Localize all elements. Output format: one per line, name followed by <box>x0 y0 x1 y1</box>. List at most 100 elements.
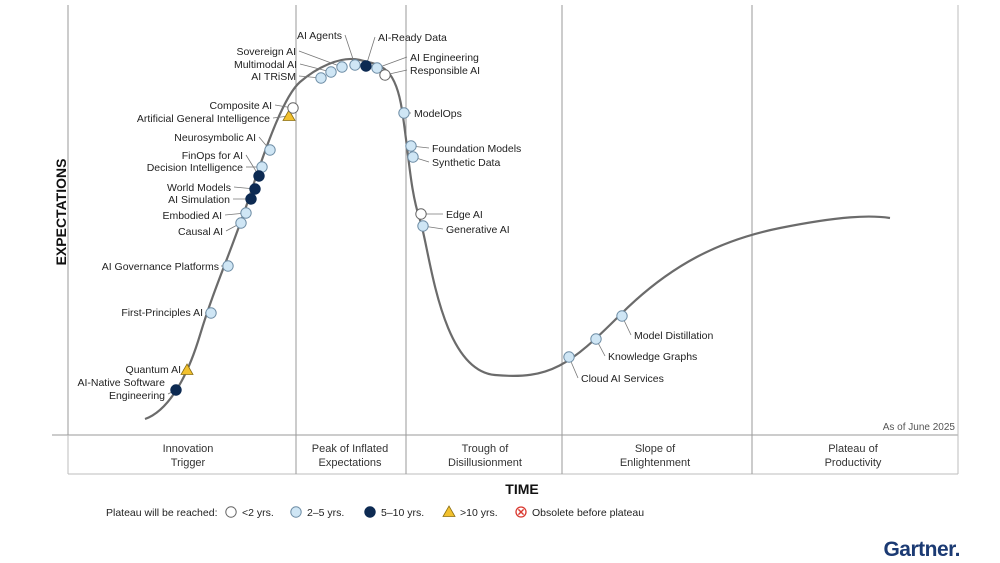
marker-ai-simulation <box>245 193 257 205</box>
phase-label-trough-of-line2: Disillusionment <box>448 457 522 469</box>
marker-composite-ai <box>287 102 299 114</box>
tech-ai-ready-data: AI-Ready Data <box>360 32 447 72</box>
legend-marker-obsolete-x <box>517 508 525 516</box>
legend-label-obsolete: Obsolete before plateau <box>532 507 644 519</box>
tech-label: AI TRiSM <box>251 71 296 83</box>
gartner-logo: Gartner. <box>883 538 960 561</box>
tech-embodied-ai: Embodied AI <box>162 207 252 222</box>
tech-label: Composite AI <box>210 100 272 112</box>
marker-foundation-models <box>405 140 417 152</box>
tech-label: AI Engineering <box>410 52 479 64</box>
tech-label: Quantum AI <box>126 364 181 376</box>
tech-composite-ai: Composite AI <box>210 100 299 114</box>
phase-label-slope-of-line2: Enlightenment <box>620 457 690 469</box>
tech-cloud-ai-services: Cloud AI Services <box>563 351 664 385</box>
tech-artificial-general-intelligence: Artificial General Intelligence <box>137 109 296 125</box>
phase-labels: Innovation Trigger Peak of Inflated Expecta… <box>163 443 882 469</box>
phase-label-slope-of: Slope of <box>635 443 676 455</box>
legend-marker-2to5 <box>290 506 302 518</box>
marker-generative-ai <box>417 220 429 232</box>
legend-marker-5to10 <box>364 506 376 518</box>
legend-label-5to10: 5–10 yrs. <box>381 507 424 519</box>
legend-label-lt2: <2 yrs. <box>242 507 274 519</box>
as-of-date: As of June 2025 <box>883 422 956 433</box>
phase-label-peak-of-inflated: Peak of Inflated <box>312 443 388 455</box>
tech-label: Model Distillation <box>634 330 714 342</box>
marker-neurosymbolic-ai <box>264 144 276 156</box>
marker-world-models <box>249 183 261 195</box>
tech-label: Knowledge Graphs <box>608 351 697 363</box>
tech-label: Sovereign AI <box>236 46 296 58</box>
tech-label: Generative AI <box>446 224 510 236</box>
tech-knowledge-graphs: Knowledge Graphs <box>590 333 697 363</box>
phase-label-trough-of: Trough of <box>462 443 510 455</box>
tech-label: Neurosymbolic AI <box>174 132 256 144</box>
tech-label: Embodied AI <box>162 210 222 222</box>
legend-label-gt10: >10 yrs. <box>460 507 498 519</box>
tech-ai-simulation: AI Simulation <box>168 193 257 206</box>
legend-label-2to5: 2–5 yrs. <box>307 507 344 519</box>
marker-cloud-ai-services <box>563 351 575 363</box>
tech-quantum-ai: Quantum AI <box>126 363 194 376</box>
tech-first-principles-ai: First-Principles AI <box>121 307 217 319</box>
tech-label: ModelOps <box>414 108 462 120</box>
tech-label: AI-Native Software <box>77 377 165 389</box>
marker-artificial-general-intelligence <box>282 109 296 121</box>
tech-sovereign-ai: Sovereign AI <box>236 46 348 73</box>
tech-label: Cloud AI Services <box>581 373 664 385</box>
tech-label: Multimodal AI <box>234 59 297 71</box>
tech-ai-agents: AI Agents <box>297 30 361 71</box>
tech-model-distillation: Model Distillation <box>616 310 714 342</box>
tech-foundation-models: Foundation Models <box>405 140 521 155</box>
phase-label-innovation: Innovation <box>163 443 214 455</box>
tech-ai-engineering: AI Engineering <box>371 52 479 74</box>
phase-label-peak-of-inflated-line2: Expectations <box>319 457 382 469</box>
tech-ai-governance-platforms: AI Governance Platforms <box>102 260 234 273</box>
connector <box>298 50 343 68</box>
tech-finops-for-ai: FinOps for AI <box>182 150 265 182</box>
marker-multimodal-ai <box>325 66 337 78</box>
tech-decision-intelligence: Decision Intelligence <box>147 161 268 174</box>
marker-modelops <box>398 107 410 119</box>
tech-world-models: World Models <box>167 182 261 195</box>
tech-label: AI Agents <box>297 30 342 42</box>
tech-label: First-Principles AI <box>121 307 203 319</box>
marker-quantum-ai <box>180 363 194 375</box>
tech-synthetic-data: Synthetic Data <box>407 151 500 169</box>
marker-ai-trism <box>315 72 327 84</box>
tech-label: AI Simulation <box>168 194 230 206</box>
tech-responsible-ai: Responsible AI <box>379 65 480 81</box>
tech-edge-ai: Edge AI <box>415 208 483 221</box>
tech-label: Engineering <box>109 390 165 402</box>
marker-ai-agents <box>349 59 361 71</box>
marker-causal-ai <box>235 217 247 229</box>
marker-embodied-ai <box>240 207 252 219</box>
legend: Plateau will be reached: <2 yrs. 2–5 yrs. 5… <box>106 505 644 519</box>
tech-label: World Models <box>167 182 231 194</box>
phase-label-innovation-line2: Trigger <box>171 457 206 469</box>
tech-label: AI Governance Platforms <box>102 261 219 273</box>
legend-marker-gt10 <box>442 505 456 517</box>
marker-model-distillation <box>616 310 628 322</box>
marker-ai-ready-data <box>360 60 372 72</box>
phase-label-plateau-of-line2: Productivity <box>825 457 882 469</box>
marker-first-principles-ai <box>205 307 217 319</box>
tech-label: Synthetic Data <box>432 157 500 169</box>
x-axis-title: TIME <box>505 481 538 497</box>
marker-knowledge-graphs <box>590 333 602 345</box>
marker-ai-native-software-engineering <box>170 384 182 396</box>
marker-sovereign-ai <box>336 61 348 73</box>
tech-causal-ai: Causal AI <box>178 217 247 238</box>
tech-label: Artificial General Intelligence <box>137 113 270 125</box>
tech-multimodal-ai: Multimodal AI <box>234 59 337 78</box>
tech-label: Causal AI <box>178 226 223 238</box>
tech-label: FinOps for AI <box>182 150 243 162</box>
tech-generative-ai: Generative AI <box>417 220 510 236</box>
marker-finops-for-ai <box>253 170 265 182</box>
tech-ai-trism: AI TRiSM <box>251 71 327 84</box>
tech-label: Decision Intelligence <box>147 162 243 174</box>
legend-marker-lt2 <box>225 506 237 518</box>
marker-synthetic-data <box>407 151 419 163</box>
